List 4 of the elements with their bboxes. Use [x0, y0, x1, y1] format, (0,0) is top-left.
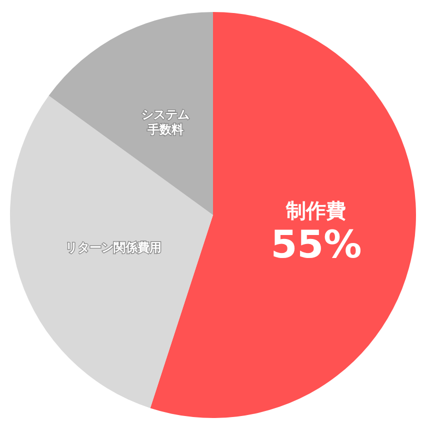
slice-label: リターン関係費用 — [66, 240, 162, 254]
slice-label: 制作費 — [285, 198, 346, 222]
slice-label: システム手数料 — [142, 107, 190, 136]
data-label: 55% — [270, 222, 362, 266]
